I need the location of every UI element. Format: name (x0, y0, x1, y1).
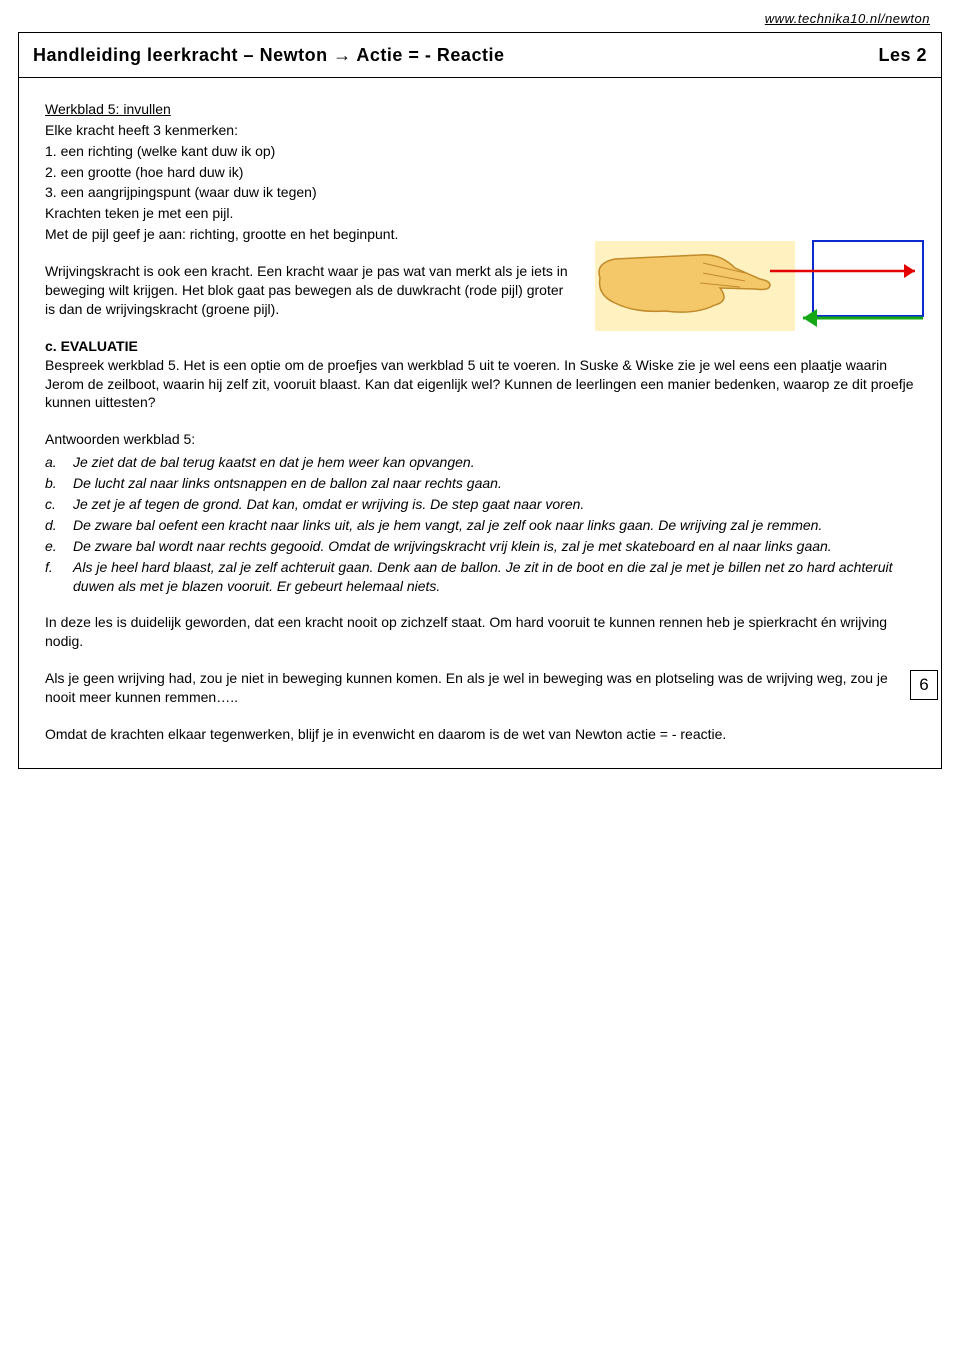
answer-b: b. De lucht zal naar links ontsnappen en… (45, 474, 917, 493)
answer-letter: e. (45, 537, 73, 556)
closing-2: Als je geen wrijving had, zou je niet in… (45, 669, 917, 707)
answer-text: De zware bal oefent een kracht naar link… (73, 516, 822, 535)
answer-a: a. Je ziet dat de bal terug kaatst en da… (45, 453, 917, 472)
evaluatie-body: Bespreek werkblad 5. Het is een optie om… (45, 356, 917, 413)
antwoorden-heading: Antwoorden werkblad 5: (45, 430, 917, 449)
krachten-line1: Krachten teken je met een pijl. (45, 204, 917, 223)
kenmerk-2: 2. een grootte (hoe hard duw ik) (45, 163, 917, 182)
answer-c: c. Je zet je af tegen de grond. Dat kan,… (45, 495, 917, 514)
answer-text: De zware bal wordt naar rechts gegooid. … (73, 537, 832, 556)
answer-text: Je zet je af tegen de grond. Dat kan, om… (73, 495, 584, 514)
closing-1: In deze les is duidelijk geworden, dat e… (45, 613, 917, 651)
answer-e: e. De zware bal wordt naar rechts gegooi… (45, 537, 917, 556)
lesson-number: Les 2 (878, 43, 927, 67)
answer-letter: c. (45, 495, 73, 514)
answer-letter: a. (45, 453, 73, 472)
werkblad-heading: Werkblad 5: invullen (45, 100, 917, 119)
closing-3: Omdat de krachten elkaar tegenwerken, bl… (45, 725, 917, 744)
wrijving-paragraph: Wrijvingskracht is ook een kracht. Een k… (45, 262, 575, 319)
werkblad-intro: Elke kracht heeft 3 kenmerken: (45, 121, 917, 140)
answer-f: f. Als je heel hard blaast, zal je zelf … (45, 558, 917, 596)
answer-d: d. De zware bal oefent een kracht naar l… (45, 516, 917, 535)
answer-letter: b. (45, 474, 73, 493)
document-url: www.technika10.nl/newton (0, 0, 960, 32)
antwoorden-list: a. Je ziet dat de bal terug kaatst en da… (45, 453, 917, 595)
answer-letter: f. (45, 558, 73, 596)
answer-text: Als je heel hard blaast, zal je zelf ach… (73, 558, 917, 596)
kenmerk-3: 3. een aangrijpingspunt (waar duw ik teg… (45, 183, 917, 202)
answer-text: De lucht zal naar links ontsnappen en de… (73, 474, 502, 493)
document-frame: Handleiding leerkracht – Newton → Actie … (18, 32, 942, 769)
answer-letter: d. (45, 516, 73, 535)
answer-text: Je ziet dat de bal terug kaatst en dat j… (73, 453, 475, 472)
kenmerk-1: 1. een richting (welke kant duw ik op) (45, 142, 917, 161)
hand-block-illustration (595, 223, 931, 338)
evaluatie-heading: c. EVALUATIE (45, 337, 917, 356)
page-number: 6 (910, 670, 938, 700)
doc-title: Handleiding leerkracht – Newton → Actie … (33, 43, 504, 67)
